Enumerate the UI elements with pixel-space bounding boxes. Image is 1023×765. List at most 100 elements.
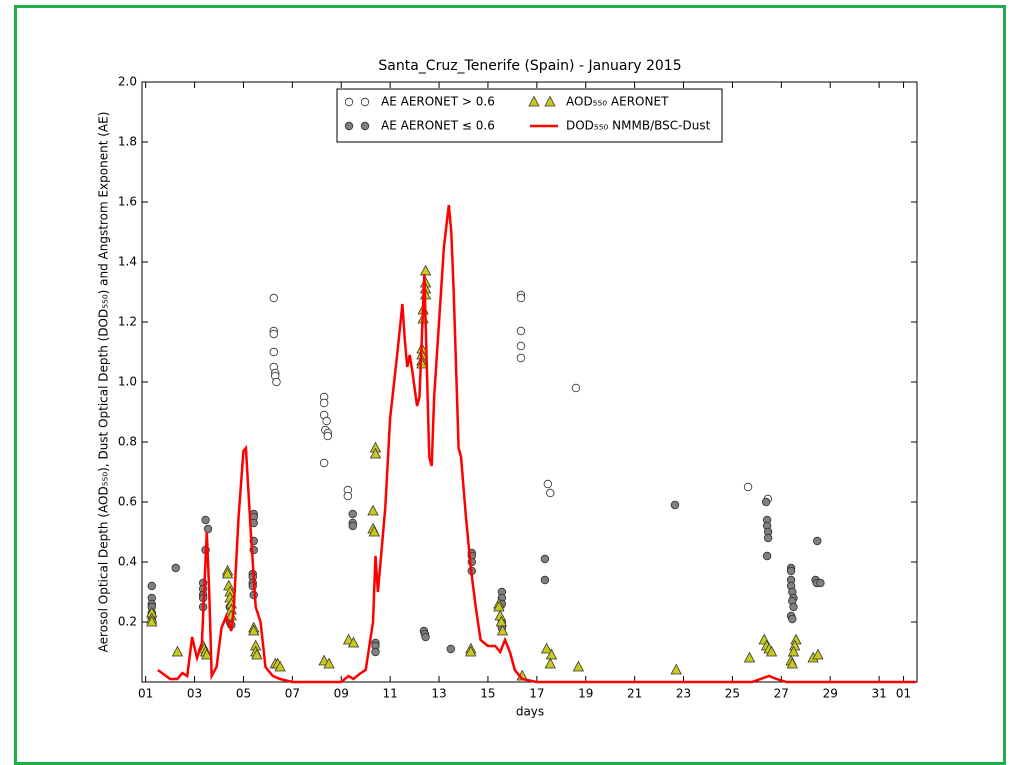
data-point [269,347,278,357]
data-point [171,563,180,573]
data-point [348,509,357,519]
data-point [571,383,581,393]
data-point [269,329,278,339]
x-tick-label: 19 [578,687,593,701]
y-tick-label: 0.2 [118,615,137,629]
data-point [787,645,800,657]
data-point [670,500,680,510]
data-point [248,624,260,636]
legend-swatch [528,95,540,107]
data-point [323,431,333,441]
x-tick-label: 13 [431,687,446,701]
data-point [762,551,772,561]
data-point [368,525,380,537]
data-point [269,293,278,303]
x-tick-label: 03 [187,687,202,701]
y-tick-label: 0.4 [118,555,137,569]
x-tick-label: 07 [285,687,300,701]
data-point [493,600,505,612]
data-point [146,615,158,627]
legend-swatch [360,121,370,131]
data-point [147,581,156,591]
data-point [421,632,430,642]
data-point [496,624,509,636]
data-point [465,645,477,657]
data-point [545,648,558,660]
data-point [816,578,825,588]
data-point [347,636,360,648]
data-point [201,648,213,660]
legend-swatch [344,121,354,131]
data-point [765,645,778,657]
data-point [319,398,329,408]
data-point [203,524,213,534]
plot-area [141,81,918,683]
x-tick-label: 01 [138,687,153,701]
data-point [369,447,382,459]
x-tick-label: 01 [896,687,911,701]
data-point [446,644,455,654]
data-point [272,377,281,387]
y-tick-label: 1.4 [118,255,137,269]
x-tick-label: 27 [774,687,789,701]
x-tick-label: 21 [627,687,642,701]
data-point [812,648,824,660]
legend-label: DOD₅₅₀ NMMB/BSC-Dust [566,119,711,133]
x-tick-label: 11 [383,687,398,701]
x-tick-label: 09 [334,687,349,701]
y-tick-label: 0.8 [118,435,137,449]
data-point [516,326,526,336]
data-point [221,567,234,579]
data-point [516,353,526,363]
y-tick-label: 1.0 [118,375,137,389]
data-point [348,521,357,531]
data-point [789,602,798,612]
data-point [546,488,555,498]
data-point [495,615,508,627]
x-tick-label: 31 [871,687,886,701]
data-point [540,554,550,564]
data-point [743,651,756,663]
legend-box [336,88,723,143]
data-point [516,293,526,303]
chart-title: Santa_Cruz_Tenerife (Spain) - January 20… [378,58,681,74]
x-tick-label: 17 [529,687,544,701]
data-point [540,642,553,654]
legend-label: AE AERONET > 0.6 [381,95,495,109]
legend-swatch [344,97,354,107]
data-point [543,479,553,489]
data-point [274,660,286,672]
data-point [763,533,773,543]
data-point [367,504,379,516]
data-point [786,657,798,669]
data-point [323,657,335,669]
data-point [572,660,585,672]
data-point [786,566,796,576]
data-point [319,458,329,468]
y-tick-label: 1.8 [118,135,137,149]
x-tick-label: 23 [676,687,691,701]
x-tick-label: 25 [725,687,740,701]
y-tick-label: 1.6 [118,195,137,209]
data-point [171,645,184,657]
legend-label: AE AERONET ≤ 0.6 [381,119,495,133]
data-point [371,647,380,657]
x-axis-label: days [516,705,544,719]
x-tick-label: 15 [480,687,495,701]
y-tick-label: 1.2 [118,315,137,329]
data-point [343,491,353,501]
data-point [761,497,771,507]
data-point [788,614,797,624]
data-point [670,663,682,675]
y-axis-label: Aerosol Optical Depth (AOD₅₅₀), Dust Opt… [97,112,111,653]
data-line [157,204,916,684]
y-tick-label: 0.6 [118,495,137,509]
data-point [540,575,550,585]
data-point [544,657,556,669]
data-point [251,648,263,660]
legend-swatch [544,95,556,107]
data-point [813,536,822,546]
legend-label: AOD₅₅₀ AERONET [566,95,669,109]
x-tick-label: 29 [823,687,838,701]
